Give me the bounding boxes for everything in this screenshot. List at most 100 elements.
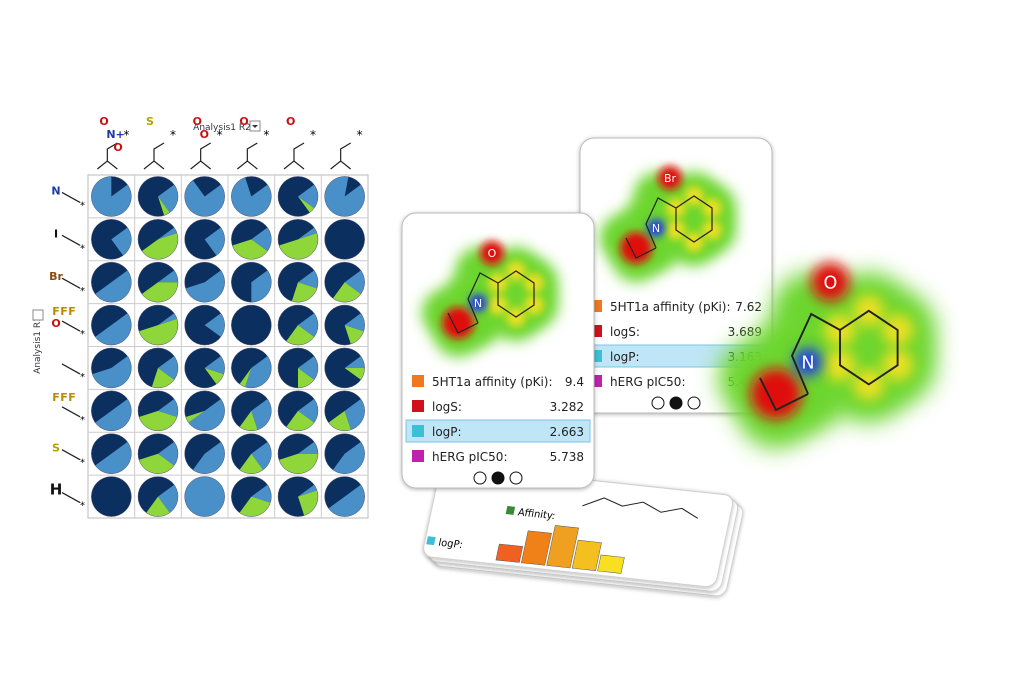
- page-dot[interactable]: [509, 471, 523, 485]
- property-label: logS:: [610, 325, 640, 339]
- pie-slice: [151, 367, 175, 388]
- legend-swatch: [412, 425, 424, 437]
- pie-slice: [184, 180, 225, 217]
- property-value: 3.282: [550, 400, 584, 414]
- asterisk: *: [80, 372, 85, 383]
- pie-outline: [184, 176, 225, 217]
- card: O N 5HT1a affinity (pKi): 9.4 logS: 3.282 logP…: [401, 212, 595, 489]
- pie-slice: [158, 484, 179, 513]
- bar: [495, 543, 524, 563]
- asterisk: *: [123, 128, 129, 142]
- molecule: [759, 309, 899, 412]
- molecule: [447, 270, 535, 334]
- property-label: 5HT1a affinity (pKi):: [610, 300, 731, 314]
- atom-label: Br: [49, 270, 63, 283]
- atom-label: O: [193, 115, 202, 128]
- pie-outline: [277, 261, 319, 303]
- pie-slice: [141, 282, 178, 303]
- pie-slice: [111, 227, 132, 256]
- pie-slice: [298, 441, 318, 454]
- pie-outline: [91, 261, 132, 303]
- legend-swatch: [505, 505, 516, 515]
- atom-label: O: [488, 247, 497, 260]
- atom-label: Br: [664, 172, 677, 185]
- pie-slice: [344, 313, 365, 332]
- asterisk: *: [80, 458, 85, 469]
- pie-slice: [286, 325, 315, 346]
- pie-slice: [192, 441, 225, 474]
- stack-label: Affinity:: [517, 507, 557, 522]
- heat-blue: [647, 219, 665, 237]
- bar: [571, 539, 602, 571]
- pie-slice: [298, 399, 318, 423]
- asterisk: *: [80, 501, 85, 512]
- heat-red: [658, 166, 682, 190]
- pie-outline: [137, 304, 179, 346]
- heat-red: [480, 241, 504, 265]
- pie-slice: [291, 282, 318, 303]
- pie-slice: [298, 270, 318, 289]
- page-dot[interactable]: [491, 471, 505, 485]
- pie-slice: [298, 490, 318, 516]
- pie-outline: [277, 176, 319, 217]
- page-dot[interactable]: [651, 396, 665, 410]
- pie-slice: [239, 410, 258, 431]
- dropdown[interactable]: [32, 309, 44, 321]
- page-dot[interactable]: [687, 396, 701, 410]
- pie-outline: [91, 433, 132, 474]
- pie-slice: [251, 484, 272, 503]
- heat-red: [442, 307, 474, 339]
- structure: [61, 406, 81, 418]
- atom-label: N: [474, 297, 482, 310]
- pie-outline: [231, 219, 272, 260]
- pie-slice: [344, 270, 365, 294]
- pie-slice: [324, 176, 365, 217]
- pie-outline: [91, 176, 132, 217]
- atom-label: O: [113, 141, 122, 154]
- pie-slice: [92, 356, 132, 388]
- property-label: hERG pIC50:: [432, 450, 508, 464]
- pie-outline: [277, 304, 319, 346]
- page-dot[interactable]: [473, 471, 487, 485]
- atom-label: O: [200, 128, 209, 141]
- pie-outline: [324, 433, 365, 474]
- pie-slice: [298, 367, 315, 388]
- pie-outline: [184, 433, 225, 474]
- pie-outline: [184, 261, 225, 303]
- pie-slice: [328, 484, 365, 517]
- pie-slice: [158, 356, 179, 380]
- pie-outline: [91, 304, 132, 346]
- structure: [283, 142, 305, 170]
- pie-slice: [231, 177, 272, 217]
- bar: [597, 554, 625, 574]
- pie-outline: [231, 347, 272, 389]
- asterisk: *: [217, 128, 223, 142]
- pie-outline: [231, 476, 272, 517]
- heat-red: [620, 232, 652, 264]
- pie-outline: [184, 219, 225, 260]
- pie-slice: [141, 233, 179, 260]
- structure: [61, 277, 81, 289]
- pie-slice: [158, 441, 179, 466]
- pie-slice: [95, 441, 132, 474]
- atom-label: H: [50, 481, 63, 499]
- pie-slice: [278, 453, 318, 474]
- atom-label: F: [68, 305, 76, 318]
- pie-slice: [344, 367, 365, 380]
- pie-outline: [231, 261, 272, 303]
- pie-slice: [95, 270, 132, 303]
- structure: [143, 142, 165, 170]
- pie-base: [91, 476, 132, 517]
- structure: [61, 320, 81, 332]
- asterisk: *: [80, 243, 85, 254]
- asterisk: *: [263, 128, 269, 142]
- pie-outline: [137, 433, 179, 474]
- pie-slice: [158, 313, 178, 326]
- pie-slice: [298, 313, 319, 337]
- atom-label: F: [60, 391, 68, 404]
- pie-outline: [184, 476, 225, 517]
- structure: [236, 142, 258, 170]
- page-dot[interactable]: [669, 396, 683, 410]
- asterisk: *: [80, 286, 85, 297]
- asterisk: *: [80, 415, 85, 426]
